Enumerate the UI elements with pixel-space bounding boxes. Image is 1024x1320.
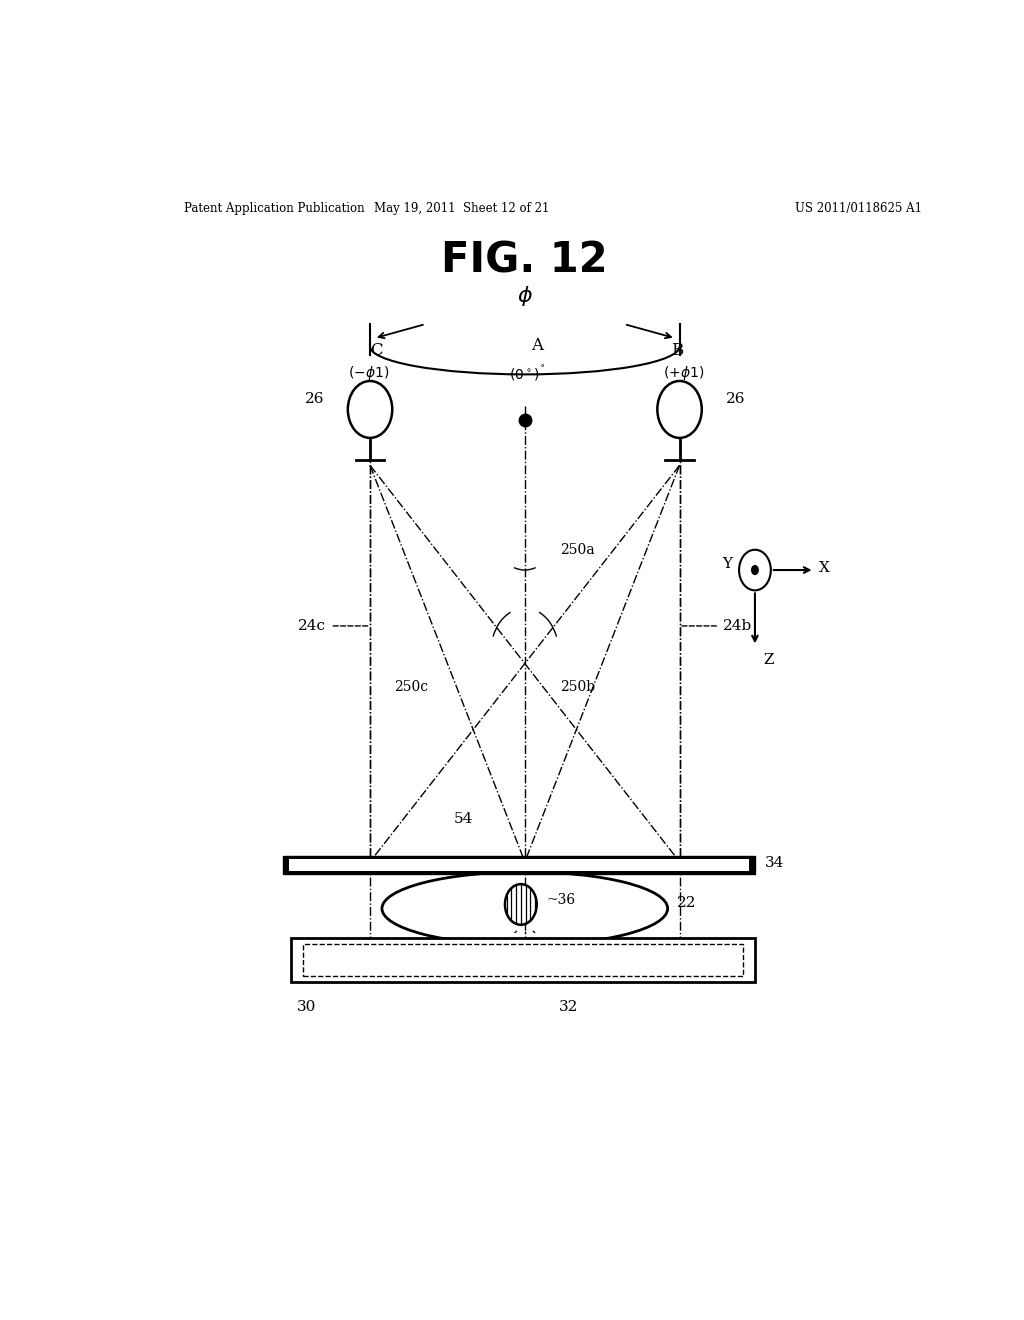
Text: ~36: ~36 [546,894,575,907]
Circle shape [505,884,537,925]
Text: B: B [671,342,683,359]
Text: X: X [818,561,829,576]
Text: $(+\phi 1)$: $(+\phi 1)$ [663,364,705,381]
Text: 250b: 250b [560,680,596,694]
Text: 30: 30 [297,1001,316,1014]
Bar [291,939,755,982]
Text: May 19, 2011  Sheet 12 of 21: May 19, 2011 Sheet 12 of 21 [374,202,549,215]
Text: 32: 32 [559,1001,579,1014]
Text: $\circ$: $\circ$ [539,360,545,368]
Bar [289,859,749,871]
Text: $( 0^\circ )$: $( 0^\circ )$ [509,366,541,381]
Text: Y: Y [723,557,733,572]
Text: $(-\phi 1)$: $(-\phi 1)$ [348,364,389,381]
Circle shape [739,549,771,590]
Text: Patent Application Publication: Patent Application Publication [183,202,365,215]
Text: 34: 34 [765,855,783,870]
Text: $\phi$: $\phi$ [517,284,532,308]
Text: 22: 22 [677,896,696,911]
Text: A: A [530,337,543,354]
Text: 26: 26 [304,392,324,407]
Circle shape [348,381,392,438]
Bar [303,944,743,975]
Text: Z: Z [763,653,773,668]
Text: 24c: 24c [298,619,327,634]
Text: FIG. 12: FIG. 12 [441,240,608,281]
Circle shape [751,565,759,576]
Circle shape [657,381,701,438]
Text: 26: 26 [726,392,745,407]
Text: 250a: 250a [560,543,595,557]
Bar [283,855,755,874]
Text: C: C [370,342,383,359]
Text: 250c: 250c [394,680,428,694]
Text: 24b: 24b [723,619,753,634]
Text: 54: 54 [454,812,473,826]
Text: US 2011/0118625 A1: US 2011/0118625 A1 [795,202,922,215]
